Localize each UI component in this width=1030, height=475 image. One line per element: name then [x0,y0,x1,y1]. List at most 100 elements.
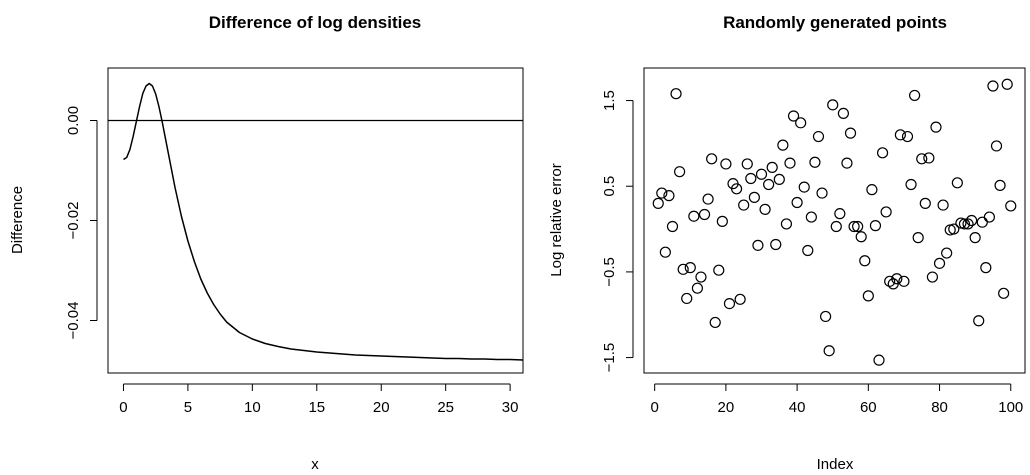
scatter-point [812,130,825,143]
scatter-point [766,161,778,173]
scatter-point [748,191,760,203]
scatter-point [716,215,728,227]
scatter-point [958,218,971,230]
scatter-point [759,203,771,215]
scatter-point [930,121,942,133]
scatter-point [848,220,860,233]
left-y-axis-label: Difference [9,186,26,254]
scatter-point [795,117,807,129]
right-x-axis-label: Index [817,456,854,473]
x-tick-label: 25 [437,399,454,416]
right-chart-points-layer [652,78,1017,366]
y-tick-label: −1.5 [601,343,618,373]
left-chart-line-layer [108,82,524,361]
scatter-point [834,208,846,220]
scatter-point [720,158,732,170]
y-tick-label: −0.04 [65,302,82,340]
scatter-point [969,232,981,244]
scatter-point [734,293,746,305]
scatter-point [1001,78,1013,90]
left-chart-ticks: 0 5 10 15 20 25 30 −0.04 −0.02 0.00 [65,106,518,416]
scatter-point [862,290,874,302]
scatter-point [802,244,814,257]
scatter-point [983,211,995,223]
left-x-axis-label: x [311,456,319,473]
y-tick-label: 1.5 [601,90,618,111]
scatter-point [876,147,889,159]
scatter-point [798,181,810,193]
scatter-point [709,316,721,329]
scatter-point [830,220,842,233]
scatter-point [674,166,686,178]
x-tick-label: 5 [184,399,192,416]
scatter-point [909,89,921,102]
x-tick-label: 20 [373,399,390,416]
left-plot-area [107,67,524,374]
scatter-point [994,179,1006,191]
scatter-point [663,190,675,202]
scatter-point [855,231,867,243]
x-tick-label: 30 [502,399,519,416]
scatter-point [919,197,931,209]
scatter-point [784,157,796,169]
x-tick-label: 20 [718,399,735,416]
scatter-point [791,196,803,209]
scatter-point [666,220,679,233]
y-tick-label: 0.5 [601,176,618,197]
scatter-point [763,178,775,191]
scatter-point [873,354,885,366]
scatter-point [787,110,800,122]
scatter-point [898,275,910,287]
scatter-point [990,140,1003,152]
scatter-point [659,246,671,258]
scatter-point [723,298,736,310]
scatter-point [780,218,793,230]
scatter-point [912,232,924,244]
scatter-point [884,275,896,287]
scatter-point [752,239,764,251]
scatter-point [773,173,785,185]
scatter-point [933,257,946,269]
scatter-point [738,199,750,211]
scatter-point [691,282,704,294]
scatter-point [916,153,928,165]
scatter-point [688,210,700,222]
scatter-point [880,206,892,218]
y-tick-label: −0.02 [65,202,82,240]
scatter-point [926,271,939,283]
scatter-point [965,214,978,227]
scatter-point [809,156,821,168]
scatter-point [980,262,992,274]
right-panel: Randomly generated points 0 20 40 60 80 100 −1… [548,13,1026,473]
scatter-point [976,216,988,228]
scatter-point [894,129,906,141]
scatter-point [777,139,789,151]
scatter-point [755,168,768,180]
scatter-point [891,273,903,285]
scatter-point [741,158,753,170]
scatter-point [770,238,782,251]
x-tick-label: 0 [119,399,127,416]
scatter-point [681,292,693,305]
scatter-point [706,153,718,165]
scatter-point [819,310,832,323]
scatter-point [698,208,711,221]
scatter-point [905,178,917,191]
scatter-point [677,263,689,275]
difference-curve [123,82,524,361]
scatter-point [652,197,664,209]
scatter-point [973,315,985,327]
scatter-point [951,177,963,189]
right-chart-title: Randomly generated points [723,13,947,32]
scatter-point [852,220,864,233]
right-chart-ticks: 0 20 40 60 80 100 −1.5 −0.5 0.5 1.5 [601,90,1023,416]
scatter-point [901,130,914,143]
scatter-point [816,187,828,199]
scatter-point [859,255,871,267]
scatter-point [866,184,878,196]
scatter-point [844,127,857,139]
x-tick-label: 80 [931,399,948,416]
scatter-point [948,223,960,235]
x-tick-label: 100 [998,399,1023,416]
